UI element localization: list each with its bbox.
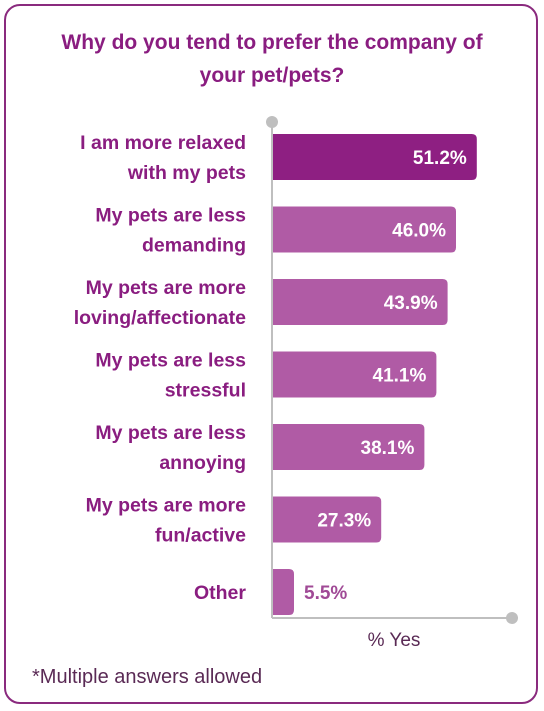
- bar-value-label: 43.9%: [384, 293, 438, 314]
- bar: [272, 351, 437, 398]
- bar-value-label: 41.1%: [373, 366, 427, 387]
- bar-value-label: 46.0%: [392, 221, 446, 242]
- category-label: My pets are less: [95, 350, 246, 372]
- bar: [272, 569, 294, 615]
- category-label: My pets are more: [86, 277, 247, 299]
- category-label: with my pets: [127, 162, 246, 184]
- category-label: demanding: [142, 235, 246, 257]
- chart-title: Why do you tend to prefer the company of…: [20, 26, 524, 92]
- category-label: loving/affectionate: [74, 307, 246, 329]
- category-label: My pets are less: [95, 422, 246, 444]
- bar-value-label: 38.1%: [361, 438, 415, 459]
- x-axis-label: % Yes: [367, 630, 421, 651]
- category-label: My pets are less: [95, 205, 246, 227]
- category-label: My pets are more: [86, 495, 247, 517]
- x-axis-end-dot: [506, 612, 518, 624]
- bar: [272, 496, 382, 543]
- bar: [272, 134, 477, 180]
- bar-value-label: 27.3%: [317, 511, 371, 532]
- bar-value-label: 51.2%: [413, 148, 467, 169]
- chart-title-line-1: Why do you tend to prefer the company of: [61, 31, 483, 54]
- chart-title-line-2: your pet/pets?: [199, 64, 345, 87]
- category-label: stressful: [165, 380, 246, 402]
- category-label: Other: [194, 582, 246, 604]
- category-label: I am more relaxed: [80, 132, 246, 154]
- bar: [272, 279, 448, 325]
- bar: [272, 424, 425, 470]
- bar: [272, 206, 456, 253]
- category-label: annoying: [159, 452, 246, 474]
- y-axis-end-dot: [266, 116, 278, 128]
- bar-value-label: 5.5%: [304, 583, 347, 604]
- footnote: *Multiple answers allowed: [32, 666, 263, 688]
- category-label: fun/active: [155, 525, 246, 547]
